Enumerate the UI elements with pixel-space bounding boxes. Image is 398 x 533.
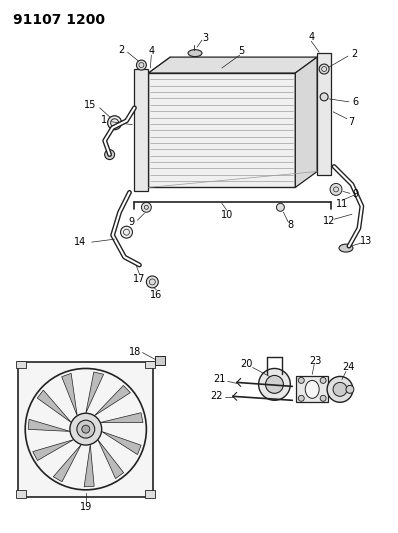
- Circle shape: [137, 60, 146, 70]
- Text: 18: 18: [129, 346, 142, 357]
- Text: 3: 3: [202, 33, 208, 43]
- Polygon shape: [148, 57, 317, 73]
- Bar: [16, 490, 26, 498]
- FancyBboxPatch shape: [18, 361, 153, 497]
- Circle shape: [330, 183, 342, 196]
- Text: 8: 8: [287, 220, 293, 230]
- Polygon shape: [317, 53, 331, 175]
- Bar: [155, 356, 165, 366]
- Text: 23: 23: [309, 356, 321, 366]
- Polygon shape: [37, 390, 71, 423]
- Circle shape: [107, 116, 121, 130]
- Bar: [145, 490, 155, 498]
- Circle shape: [298, 395, 304, 401]
- Polygon shape: [53, 445, 81, 482]
- Polygon shape: [84, 445, 94, 487]
- Text: 14: 14: [74, 237, 86, 247]
- Text: 16: 16: [150, 290, 162, 300]
- Circle shape: [346, 385, 354, 393]
- Polygon shape: [28, 419, 70, 431]
- Text: 19: 19: [80, 502, 92, 512]
- Text: 15: 15: [84, 100, 96, 110]
- Text: 20: 20: [240, 359, 253, 369]
- Circle shape: [141, 203, 151, 212]
- Text: 9: 9: [129, 217, 135, 227]
- Circle shape: [327, 376, 353, 402]
- Polygon shape: [148, 73, 295, 188]
- Circle shape: [333, 382, 347, 397]
- Text: 2: 2: [351, 49, 357, 59]
- Text: 6: 6: [353, 97, 359, 107]
- Text: 4: 4: [148, 46, 154, 56]
- Polygon shape: [33, 440, 74, 461]
- Ellipse shape: [305, 381, 319, 398]
- Circle shape: [259, 368, 291, 400]
- Circle shape: [277, 203, 285, 211]
- Ellipse shape: [339, 244, 353, 252]
- Circle shape: [105, 150, 115, 159]
- Text: 91107 1200: 91107 1200: [13, 13, 105, 27]
- Text: 17: 17: [133, 274, 146, 284]
- Text: 1: 1: [101, 115, 107, 125]
- Circle shape: [77, 420, 95, 438]
- Text: 11: 11: [336, 199, 348, 209]
- Polygon shape: [135, 69, 148, 191]
- Text: 4: 4: [308, 32, 314, 42]
- Circle shape: [70, 413, 101, 445]
- Polygon shape: [86, 372, 103, 413]
- Text: 10: 10: [220, 210, 233, 220]
- Polygon shape: [94, 385, 131, 416]
- Bar: [145, 360, 155, 368]
- Text: 24: 24: [342, 362, 354, 373]
- Polygon shape: [62, 373, 77, 416]
- Text: 5: 5: [238, 46, 245, 56]
- Circle shape: [146, 276, 158, 288]
- Circle shape: [82, 425, 90, 433]
- Bar: [16, 360, 26, 368]
- Polygon shape: [98, 440, 124, 479]
- Text: 13: 13: [360, 236, 372, 246]
- Polygon shape: [295, 57, 317, 188]
- Text: 21: 21: [214, 374, 226, 384]
- Circle shape: [121, 226, 133, 238]
- Circle shape: [265, 375, 283, 393]
- Polygon shape: [297, 376, 328, 402]
- Text: 12: 12: [323, 216, 335, 226]
- Text: 7: 7: [348, 117, 354, 127]
- Circle shape: [320, 93, 328, 101]
- Text: 22: 22: [211, 391, 223, 401]
- Circle shape: [320, 395, 326, 401]
- Ellipse shape: [188, 50, 202, 56]
- Polygon shape: [100, 413, 143, 423]
- Circle shape: [319, 64, 329, 74]
- Polygon shape: [101, 431, 141, 455]
- Circle shape: [320, 377, 326, 383]
- Text: 9: 9: [353, 189, 359, 199]
- Circle shape: [298, 377, 304, 383]
- Text: 2: 2: [119, 45, 125, 55]
